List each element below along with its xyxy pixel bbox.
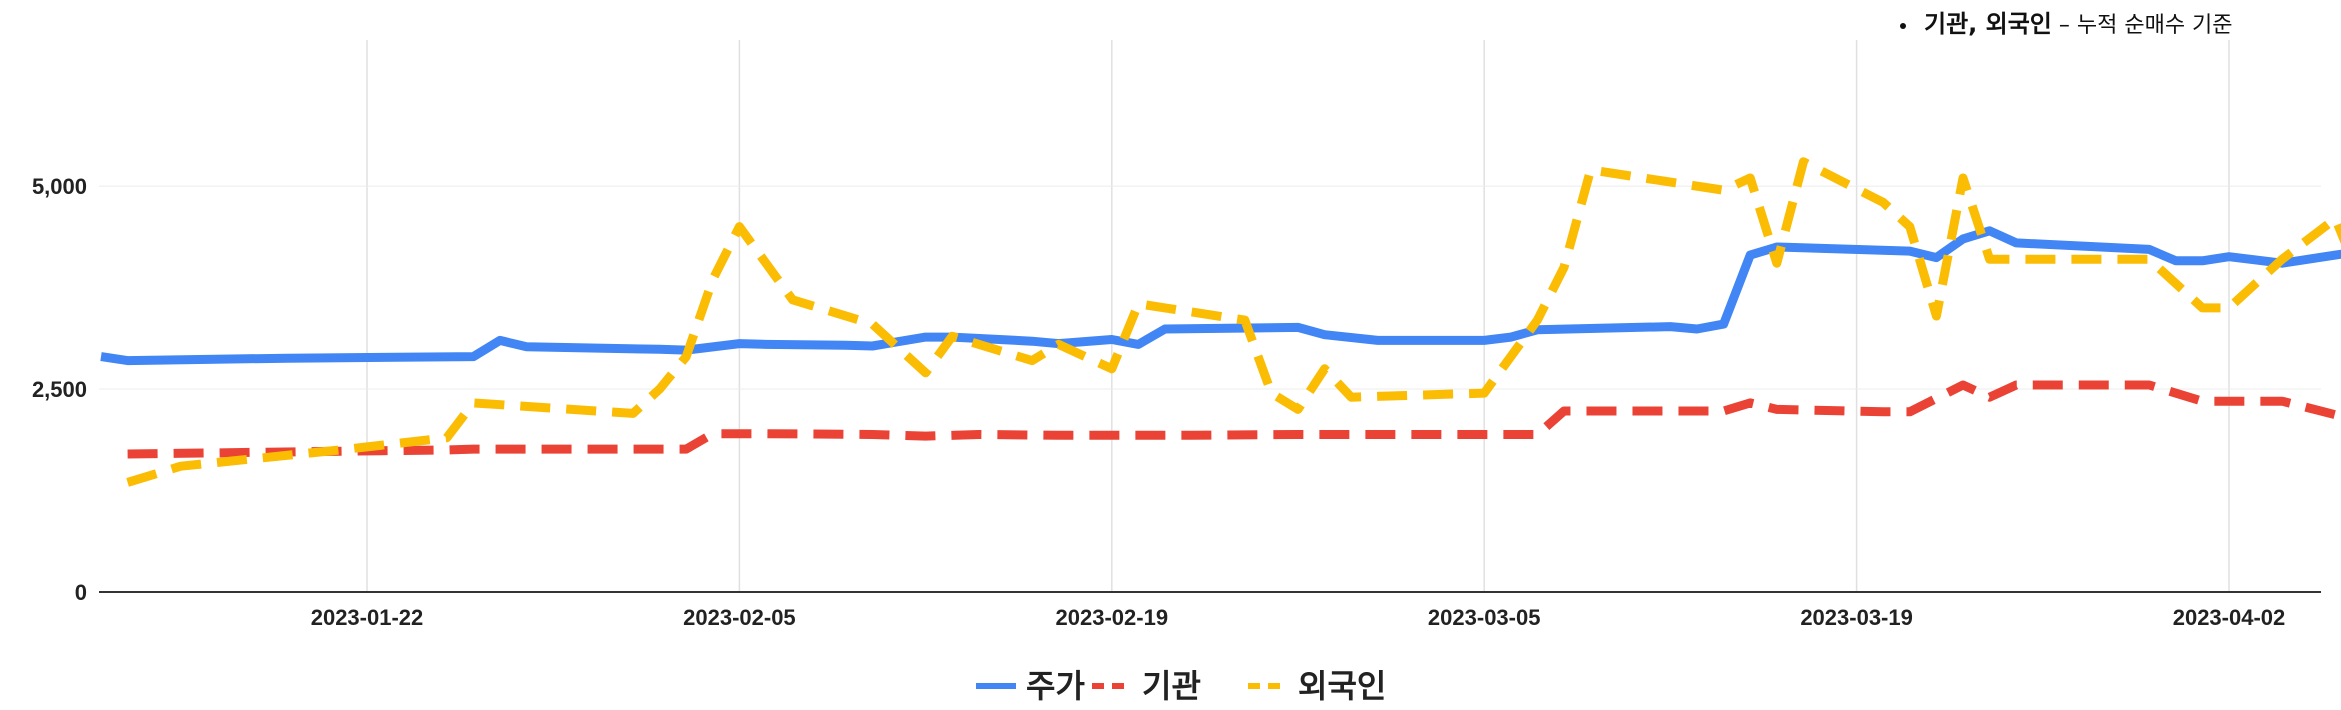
series-line-1 xyxy=(100,226,2341,366)
x-tick-label: 2023-01-22 xyxy=(311,605,424,630)
y-tick-label: 5,000 xyxy=(32,174,87,199)
bullet-icon xyxy=(1900,23,1906,29)
series-line-2 xyxy=(127,380,2341,459)
chart-note: 기관, 외국인 – 누적 순매수 기준 xyxy=(1900,4,2233,39)
axis-labels: 2023-01-22 2023-02-05 2023-02-19 2023-03-05… xyxy=(32,174,2285,630)
legend-label-3: 외국인 xyxy=(1298,667,1386,705)
x-tick-label: 2023-03-19 xyxy=(1800,605,1913,630)
y-tick-label: 0 xyxy=(75,580,87,605)
legend-label-2: 기관 xyxy=(1142,667,1201,705)
note-rest-text: – 누적 순매수 기준 xyxy=(2051,13,2233,38)
x-tick-label: 2023-03-05 xyxy=(1428,605,1541,630)
legend-label-1: 주가 xyxy=(1026,667,1085,705)
series-line-3 xyxy=(126,157,2341,487)
x-tick-label: 2023-02-19 xyxy=(1056,605,1169,630)
grid-lines xyxy=(99,40,2321,593)
chart-legend: 주가 기관 외국인 xyxy=(976,667,1386,705)
x-tick-label: 2023-04-02 xyxy=(2173,605,2286,630)
series-lines xyxy=(100,157,2341,487)
x-tick-label: 2023-02-05 xyxy=(683,605,796,630)
y-tick-label: 2,500 xyxy=(32,377,87,402)
note-bold-text: 기관, 외국인 xyxy=(1924,10,2052,38)
